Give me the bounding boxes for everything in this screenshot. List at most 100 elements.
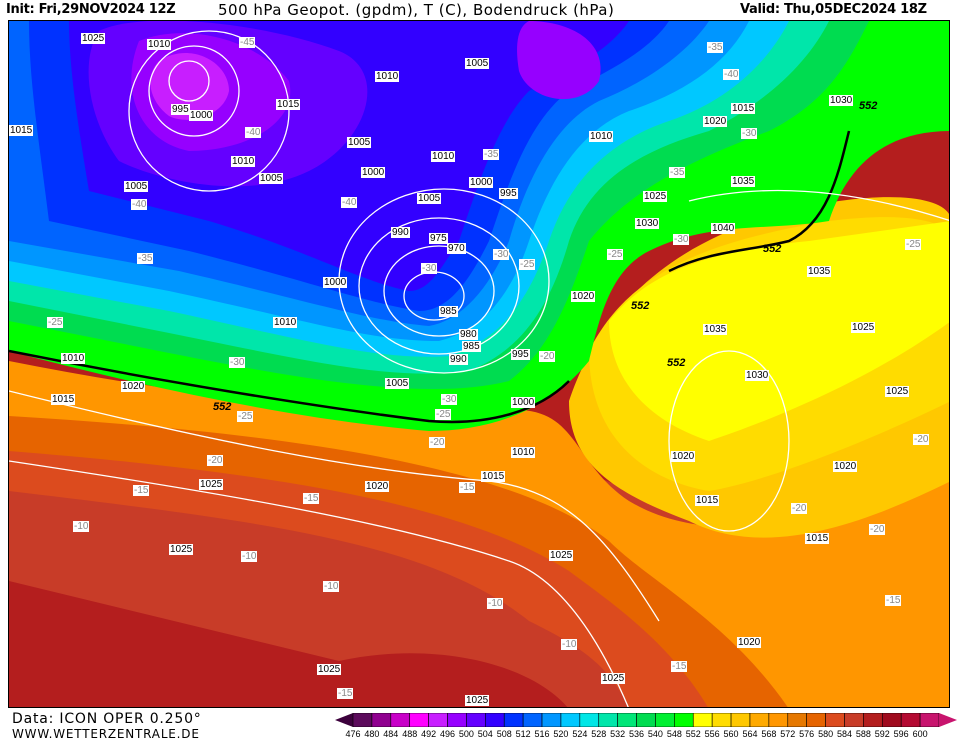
website: WWW.WETTERZENTRALE.DE [12,727,200,741]
isotherm-label: -25 [435,409,452,420]
isobar-label: 1015 [276,99,301,110]
isotherm-label: -20 [539,351,556,362]
isotherm-label: -15 [671,661,688,672]
legend-tick-label: 532 [610,729,626,739]
weather-map: 1025 1015 1010 1005 995 1000 1010 1015 1… [8,20,950,708]
geopotential-552-contour [9,349,570,424]
isobar-label: 1025 [465,695,490,706]
legend-swatch [749,713,770,727]
legend-tick-label: 552 [685,729,701,739]
isobar-label: 970 [447,243,466,254]
isotherm-label: -20 [429,437,446,448]
isotherm-label: -15 [459,482,476,493]
legend-tick-label: 484 [383,729,399,739]
isotherm-label: -30 [493,249,510,260]
legend-swatch [806,713,826,727]
legend-swatch [466,713,486,727]
legend-swatch [579,713,600,727]
isobar-label: 1020 [833,461,858,472]
isobar-label: 1025 [169,544,194,555]
isobar-label: 980 [459,329,478,340]
legend-tick-label: 500 [458,729,474,739]
legend-tick-label: 508 [496,729,512,739]
isobar-label: 1015 [9,125,34,136]
geopotential-552-contour [668,130,851,273]
isobar-label: 1010 [431,151,456,162]
isobars [9,30,949,707]
isotherm-label: -20 [791,503,808,514]
legend-tick-label: 568 [761,729,777,739]
isobar-label: 1010 [147,39,172,50]
isobar-label: 1025 [601,673,626,684]
field-band [517,21,601,100]
isobar-label: 985 [462,341,481,352]
legend-tick-label: 524 [572,729,588,739]
legend-tick-label: 480 [364,729,380,739]
legend-swatch [825,713,845,727]
isobar-label: 1030 [829,95,854,106]
legend-swatch [636,713,656,727]
isobar-label: 1020 [365,481,390,492]
isobar-label: 1015 [695,495,720,506]
isobar-label: 1005 [417,193,442,204]
legend-swatch [522,713,543,727]
legend-arrow-high [939,713,957,727]
isobar-label: 1010 [231,156,256,167]
isotherm-label: -10 [561,639,578,650]
isobar-label: 975 [429,233,448,244]
isobar-label: 1020 [737,637,762,648]
isobar-label: 1000 [361,167,386,178]
isobar-label: 1000 [469,177,494,188]
geopotential-label: 552 [763,243,782,255]
isobar-label: 1025 [81,33,106,44]
geopotential-label: 552 [213,401,232,413]
legend-tick-label: 556 [704,729,720,739]
geopotential-label: 552 [631,300,650,312]
isobar-label: 1025 [643,191,668,202]
legend-tick-label: 576 [799,729,815,739]
isobar-label: 1020 [571,291,596,302]
isobar-label: 1020 [671,451,696,462]
isotherm-label: -25 [905,239,922,250]
isotherm-label: -35 [669,167,686,178]
isotherm-label: -15 [303,493,320,504]
isobar-label: 1000 [189,110,214,121]
legend-tick-label: 512 [515,729,531,739]
isotherm-label: -35 [483,149,500,160]
legend-swatch [730,713,751,727]
geopotential-label: 552 [859,100,878,112]
isobar-label: 1035 [731,176,756,187]
isotherm-label: -10 [323,581,340,592]
isotherm-label: -15 [885,595,902,606]
field-band [150,52,229,120]
isobar-label: 1025 [317,664,342,675]
isobar-label: 990 [391,227,410,238]
legend-tick-label: 504 [477,729,493,739]
isotherm-label: -30 [673,234,690,245]
isobar-label: 1035 [807,266,832,277]
isobar-label: 985 [439,306,458,317]
legend-swatch [409,713,429,727]
isobar-label: 1035 [703,324,728,335]
isobar-label: 1005 [385,378,410,389]
isobar-label: 1015 [731,103,756,114]
isobar-label: 1025 [199,479,224,490]
isobar-label: 1010 [589,131,614,142]
legend-tick-label: 584 [836,729,852,739]
isobar-label: 1010 [61,353,86,364]
legend-tick-label: 600 [912,729,928,739]
isobar-label: 995 [511,349,530,360]
geopotential-field [9,21,949,707]
legend-swatch [428,713,448,727]
legend-tick-label: 488 [402,729,418,739]
legend-ticks: 476 480 484 488 492 496 500 504 508 512 516 520 524 5… [335,729,957,741]
header: Init: Fri,29NOV2024 12Z 500 hPa Geopot. … [0,0,959,20]
isobar-label: 990 [449,354,468,365]
legend-swatch [617,713,637,727]
isotherm-label: -10 [241,551,258,562]
legend-swatch [371,713,392,727]
legend-swatch [352,713,373,727]
legend-swatch [598,713,618,727]
legend-arrow-low [335,713,353,727]
isotherm-label: -25 [47,317,64,328]
